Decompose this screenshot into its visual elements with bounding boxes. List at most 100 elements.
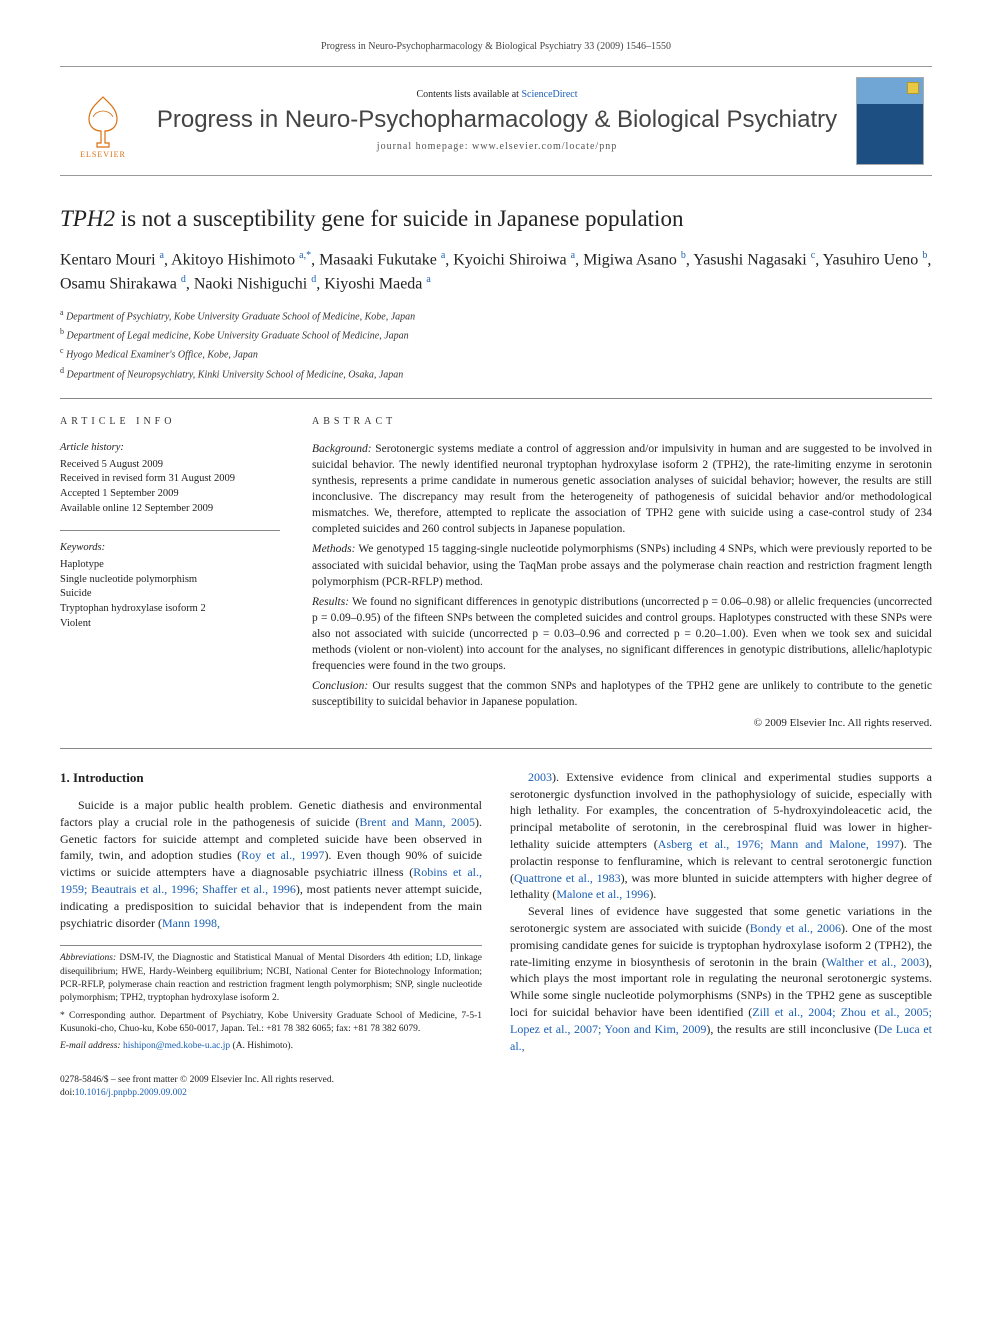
abstract-copyright: © 2009 Elsevier Inc. All rights reserved… xyxy=(312,716,932,731)
affil-link-b[interactable]: b xyxy=(922,250,927,261)
body-text: 1. Introduction Suicide is a major publi… xyxy=(60,769,932,1056)
homepage-url: www.elsevier.com/locate/pnp xyxy=(472,141,617,152)
author-affil-sup: c xyxy=(811,250,815,261)
doi-link[interactable]: 10.1016/j.pnpbp.2009.09.002 xyxy=(75,1088,187,1098)
affiliation-line: a Department of Psychiatry, Kobe Univers… xyxy=(60,307,932,324)
doi-line: doi:10.1016/j.pnpbp.2009.09.002 xyxy=(60,1087,932,1100)
ref-asberg-mann-malone[interactable]: Asberg et al., 1976; Mann and Malone, 19… xyxy=(658,837,900,851)
history-line: Received 5 August 2009 xyxy=(60,458,280,473)
title-rest: is not a susceptibility gene for suicide… xyxy=(115,206,684,231)
abstract-results-hd: Results: xyxy=(312,596,349,608)
author-affil-sup: a xyxy=(571,250,575,261)
homepage-label: journal homepage: xyxy=(377,141,472,152)
affil-link-d[interactable]: d xyxy=(311,274,316,285)
ref-walther-2003[interactable]: Walther et al., 2003 xyxy=(826,955,925,969)
author-name: Migiwa Asano xyxy=(583,251,677,268)
abbrev-hd: Abbreviations: xyxy=(60,953,116,963)
corresponding-email-link[interactable]: hishipon@med.kobe-u.ac.jp xyxy=(123,1041,230,1051)
affil-link-a[interactable]: a xyxy=(426,274,430,285)
journal-name: Progress in Neuro-Psychopharmacology & B… xyxy=(150,106,844,134)
affiliation-list: a Department of Psychiatry, Kobe Univers… xyxy=(60,307,932,382)
affiliation-line: c Hyogo Medical Examiner's Office, Kobe,… xyxy=(60,345,932,362)
article-history-heading: Article history: xyxy=(60,441,280,456)
intro-p2d: ). xyxy=(649,887,656,901)
article-info-label: ARTICLE INFO xyxy=(60,415,280,429)
abbrev-text: DSM-IV, the Diagnostic and Statistical M… xyxy=(60,953,482,1003)
author-name: Masaaki Fukutake xyxy=(319,251,437,268)
author-affil-sup: d xyxy=(311,274,316,285)
keyword-line: Tryptophan hydroxylase isoform 2 xyxy=(60,602,280,617)
author-affil-sup: b xyxy=(681,250,686,261)
elsevier-logo: ELSEVIER xyxy=(68,82,138,160)
author-affil-sup: a xyxy=(426,274,430,285)
author-name: Akitoyo Hishimoto xyxy=(171,251,295,268)
abstract-conclusion: Conclusion: Our results suggest that the… xyxy=(312,678,932,710)
abstract-background-text: Serotonergic systems mediate a control o… xyxy=(312,443,932,535)
journal-cover-thumbnail xyxy=(856,77,924,165)
abstract-methods-hd: Methods: xyxy=(312,543,355,555)
intro-para-1: Suicide is a major public health problem… xyxy=(60,797,482,931)
author-affil-sup: b xyxy=(922,250,927,261)
rule-top xyxy=(60,398,932,399)
author-list: Kentaro Mouri a, Akitoyo Hishimoto a,*, … xyxy=(60,248,932,297)
affil-link-d[interactable]: d xyxy=(181,274,186,285)
footer-line: 0278-5846/$ – see front matter © 2009 El… xyxy=(60,1074,932,1101)
author-name: Naoki Nishiguchi xyxy=(194,276,307,293)
affil-link-b[interactable]: b xyxy=(681,250,686,261)
abstract-conclusion-hd: Conclusion: xyxy=(312,680,368,692)
author-affil-sup: a,* xyxy=(299,250,311,261)
rule-bottom xyxy=(60,748,932,749)
author-name: Kyoichi Shiroiwa xyxy=(453,251,566,268)
publisher-name: ELSEVIER xyxy=(80,149,126,160)
author-affil-sup: a xyxy=(160,250,164,261)
ref-mann-2003[interactable]: 2003 xyxy=(528,770,552,784)
keywords-heading: Keywords: xyxy=(60,541,280,556)
author-name: Osamu Shirakawa xyxy=(60,276,177,293)
corresponding-text: Corresponding author. Department of Psyc… xyxy=(60,1011,482,1034)
intro-p3d: ), the results are still inconclusive ( xyxy=(706,1022,878,1036)
doi-label: doi: xyxy=(60,1088,75,1098)
intro-para-2: 2003). Extensive evidence from clinical … xyxy=(510,769,932,903)
ref-bondy-2006[interactable]: Bondy et al., 2006 xyxy=(750,921,841,935)
intro-para-3: Several lines of evidence have suggested… xyxy=(510,903,932,1054)
keywords-block: Keywords: HaplotypeSingle nucleotide pol… xyxy=(60,541,280,631)
abstract-column: ABSTRACT Background: Serotonergic system… xyxy=(312,415,932,732)
abstract-conclusion-text: Our results suggest that the common SNPs… xyxy=(312,680,932,708)
affil-link-a[interactable]: a xyxy=(299,250,303,261)
intro-heading: 1. Introduction xyxy=(60,769,482,787)
abstract-label: ABSTRACT xyxy=(312,415,932,429)
affil-link-c[interactable]: c xyxy=(811,250,815,261)
abstract-methods: Methods: We genotyped 15 tagging-single … xyxy=(312,541,932,589)
footnote-email: E-mail address: hishipon@med.kobe-u.ac.j… xyxy=(60,1040,482,1053)
elsevier-tree-icon xyxy=(79,93,127,149)
keyword-line: Single nucleotide polymorphism xyxy=(60,573,280,588)
footnote-corresponding: * Corresponding author. Department of Ps… xyxy=(60,1010,482,1037)
affiliation-line: d Department of Neuropsychiatry, Kinki U… xyxy=(60,365,932,382)
abstract-background: Background: Serotonergic systems mediate… xyxy=(312,441,932,538)
ref-mann-1998[interactable]: Mann 1998, xyxy=(162,916,220,930)
article-title: TPH2 is not a susceptibility gene for su… xyxy=(60,204,932,234)
affil-link-a[interactable]: a xyxy=(160,250,164,261)
keyword-line: Haplotype xyxy=(60,558,280,573)
rule-info-divider xyxy=(60,530,280,531)
sciencedirect-link[interactable]: ScienceDirect xyxy=(521,89,577,100)
ref-malone-1996[interactable]: Malone et al., 1996 xyxy=(556,887,649,901)
ref-quattrone-1983[interactable]: Quattrone et al., 1983 xyxy=(514,871,621,885)
masthead: ELSEVIER Contents lists available at Sci… xyxy=(60,66,932,176)
author-name: Kiyoshi Maeda xyxy=(324,276,422,293)
author-affil-sup: d xyxy=(181,274,186,285)
abstract-results: Results: We found no significant differe… xyxy=(312,594,932,674)
ref-roy-1997[interactable]: Roy et al., 1997 xyxy=(241,848,324,862)
contents-available-line: Contents lists available at ScienceDirec… xyxy=(150,88,844,102)
footnotes-block: Abbreviations: DSM-IV, the Diagnostic an… xyxy=(60,945,482,1053)
history-line: Accepted 1 September 2009 xyxy=(60,487,280,502)
affil-link-a[interactable]: a xyxy=(571,250,575,261)
journal-homepage-line: journal homepage: www.elsevier.com/locat… xyxy=(150,140,844,154)
ref-brent-mann-2005[interactable]: Brent and Mann, 2005 xyxy=(359,815,475,829)
corresponding-star-link[interactable]: * xyxy=(306,250,311,261)
affil-link-a[interactable]: a xyxy=(441,250,445,261)
article-history-block: Article history: Received 5 August 2009R… xyxy=(60,441,280,516)
title-italic-gene: TPH2 xyxy=(60,206,115,231)
abstract-results-text: We found no significant differences in g… xyxy=(312,596,932,672)
author-affil-sup: a xyxy=(441,250,445,261)
